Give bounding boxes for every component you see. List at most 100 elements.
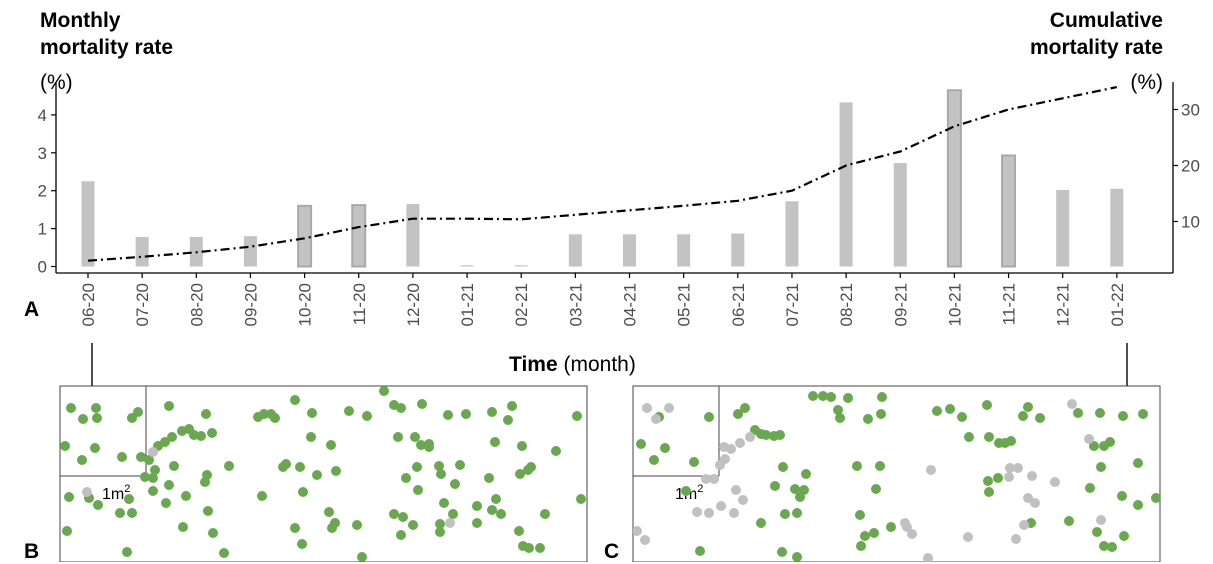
panel-label-a: A — [24, 298, 40, 321]
live-plant-point — [115, 508, 125, 518]
live-plant-point — [777, 547, 787, 557]
dead-plant-point — [1067, 399, 1077, 409]
cumulative-line — [87, 86, 1118, 262]
live-plant-point — [66, 403, 76, 413]
x-axis-title: Time (month) — [509, 353, 636, 377]
live-plant-point — [792, 508, 802, 518]
dead-plant-point — [726, 444, 736, 454]
x-axis-tick-label: 11-21 — [1000, 283, 1019, 325]
map-panel-c: 1m2 — [632, 385, 1161, 562]
left-axis-tick-label: 1 — [38, 220, 47, 239]
live-plant-point — [450, 479, 460, 489]
live-plant-point — [224, 461, 234, 471]
live-plant-point — [636, 439, 646, 449]
live-plant-point — [401, 473, 411, 483]
left-axis-title-line1: Monthly — [40, 9, 121, 32]
dead-plant-point — [926, 465, 936, 475]
live-plant-point — [439, 498, 449, 508]
live-plant-point — [818, 391, 828, 401]
live-plant-point — [1064, 516, 1074, 526]
live-plant-point — [324, 507, 334, 517]
live-plant-point — [396, 403, 406, 413]
live-plant-point — [869, 528, 879, 538]
live-plant-point — [196, 431, 206, 441]
live-plant-point — [1035, 413, 1045, 423]
live-plant-point — [503, 415, 513, 425]
live-plant-point — [496, 509, 506, 519]
live-plant-point — [144, 455, 154, 465]
live-plant-point — [472, 518, 482, 528]
dead-plant-point — [902, 522, 912, 532]
live-plant-point — [886, 522, 896, 532]
dead-plant-point — [738, 495, 748, 505]
live-plant-point — [507, 401, 517, 411]
live-plant-point — [396, 530, 406, 540]
live-plant-point — [434, 461, 444, 471]
live-plant-point — [826, 392, 836, 402]
live-plant-point — [92, 413, 102, 423]
live-plant-point — [660, 443, 670, 453]
map-frame — [632, 385, 1161, 562]
x-axis-tick-label: 01-22 — [1108, 283, 1127, 326]
quadrat-label-base: 1m — [102, 486, 124, 503]
monthly-bar — [243, 236, 257, 267]
live-plant-point — [860, 531, 870, 541]
live-plant-point — [983, 476, 993, 486]
left-axis-tick-label: 3 — [38, 144, 47, 163]
monthly-bar — [785, 201, 799, 267]
dead-plant-point — [1019, 520, 1029, 530]
dead-plant-point — [716, 501, 726, 511]
live-plant-point — [312, 470, 322, 480]
live-plant-point — [413, 485, 423, 495]
live-plant-point — [740, 403, 750, 413]
map-frame — [59, 385, 588, 562]
monthly-bar — [1056, 189, 1070, 267]
monthly-bar — [406, 203, 420, 267]
live-plant-point — [416, 440, 426, 450]
quadrat-label-sup: 2 — [124, 483, 130, 495]
live-plant-point — [290, 523, 300, 533]
live-plant-point — [1089, 441, 1099, 451]
dead-plant-point — [664, 403, 674, 413]
live-plant-point — [93, 500, 103, 510]
x-axis-tick-label: 12-21 — [1054, 283, 1073, 326]
live-plant-point — [122, 547, 132, 557]
monthly-bar — [731, 233, 745, 267]
live-plant-point — [77, 455, 87, 465]
x-axis-tick-label: 09-20 — [241, 283, 260, 326]
live-plant-point — [576, 494, 586, 504]
live-plant-point — [984, 432, 994, 442]
right-axis-title-line2: mortality rate — [1029, 36, 1163, 59]
left-axis-tick-label: 4 — [38, 106, 47, 125]
live-plant-point — [127, 508, 137, 518]
monthly-bar — [677, 234, 691, 267]
live-plant-point — [852, 461, 862, 471]
live-plant-point — [957, 412, 967, 422]
live-plant-point — [517, 441, 527, 451]
live-plant-point — [64, 492, 74, 502]
dead-plant-point — [1084, 434, 1094, 444]
dead-plant-point — [82, 487, 92, 497]
monthly-bar — [1110, 188, 1124, 267]
x-axis-tick-label: 02-21 — [512, 283, 531, 326]
live-plant-point — [1073, 408, 1083, 418]
live-plant-point — [424, 439, 434, 449]
quadrat-label-sup: 2 — [697, 483, 703, 495]
live-plant-point — [270, 413, 280, 423]
live-plant-point — [448, 509, 458, 519]
live-plant-point — [117, 452, 127, 462]
live-plant-point — [219, 548, 229, 558]
x-axis-tick-label: 06-20 — [79, 283, 98, 326]
dead-plant-point — [642, 403, 652, 413]
live-plant-point — [124, 494, 134, 504]
live-plant-point — [357, 552, 367, 562]
live-plant-point — [136, 452, 146, 462]
x-axis-tick-label: 08-20 — [187, 283, 206, 326]
live-plant-point — [1092, 527, 1102, 537]
live-plant-point — [681, 486, 691, 496]
live-plant-point — [1117, 491, 1127, 501]
x-axis-tick-label: 09-21 — [891, 283, 910, 326]
dead-plant-point — [923, 553, 933, 562]
dead-plant-point — [633, 526, 642, 536]
